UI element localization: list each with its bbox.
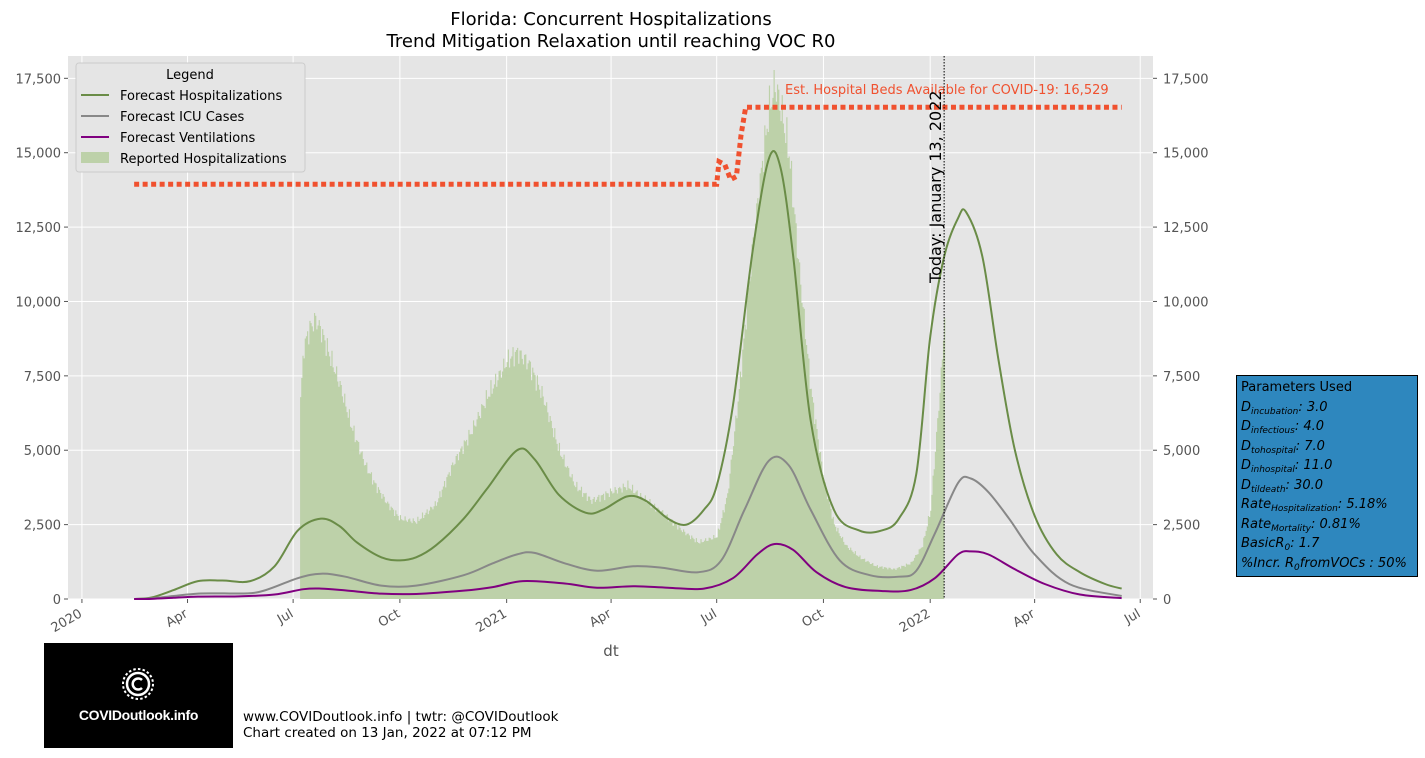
y-axis-left: 0 2,500 5,000 7,500 10,000 12,500 15,000 17,500 xyxy=(16,72,68,608)
parameter-subscript: tildeath xyxy=(1251,484,1286,495)
line-forecast-icu-cases xyxy=(134,455,1122,600)
forecast-lines xyxy=(134,150,1122,600)
legend-title: Legend xyxy=(166,68,214,83)
hospital-beds-threshold xyxy=(134,104,1122,187)
parameter-row-5: RateHospitalization: 5.18% xyxy=(1241,495,1413,515)
footer-links: www.COVIDoutlook.info | twtr: @COVIDoutl… xyxy=(243,709,559,725)
parameter-symbol: D xyxy=(1241,399,1252,415)
x-tick-label-2: Jul xyxy=(274,606,296,627)
y-tick-label-left-5: 12,500 xyxy=(16,221,62,236)
parameter-subscript: Hospitalization xyxy=(1271,504,1338,514)
x-axis-label: dt xyxy=(603,642,619,660)
parameter-value: : 5.18% xyxy=(1337,497,1388,512)
parameters-box: Parameters Used Dincubation: 3.0 Dinfecti… xyxy=(1236,375,1418,577)
parameter-symbol: D xyxy=(1241,458,1252,473)
y-tick-label-right-5: 12,500 xyxy=(1163,221,1209,236)
x-tick-label-8: 2022 xyxy=(897,606,933,636)
legend: Legend Forecast Hospitalizations Forecas… xyxy=(75,62,306,173)
x-axis: 2020 Apr Jul Oct 2021 Apr Jul Oct 2022 Apr Jul xyxy=(49,599,1143,636)
legend-entry-reported-hospitalizations: Reported Hospitalizations xyxy=(120,152,287,167)
today-label: Today: January 13, 2022 xyxy=(926,90,945,284)
x-tick-label-10: Jul xyxy=(1121,606,1143,627)
y-tick-label-right-4: 10,000 xyxy=(1163,295,1209,310)
parameter-symbol: Rate xyxy=(1241,497,1272,512)
parameter-symbol: D xyxy=(1241,477,1252,493)
x-tick-label-4: 2021 xyxy=(473,606,509,636)
parameter-subscript: tohospital xyxy=(1251,445,1296,456)
parameter-value: : 1.7 xyxy=(1290,536,1320,551)
parameter-value: : 0.81% xyxy=(1310,516,1361,532)
parameter-subscript: infectious xyxy=(1251,426,1295,436)
footer: www.COVIDoutlook.info | twtr: @COVIDoutl… xyxy=(243,709,558,741)
parameter-symbol: %Incr. R xyxy=(1241,555,1295,571)
parameter-symbol: D xyxy=(1241,419,1252,434)
chart-title: Florida: Concurrent Hospitalizations xyxy=(450,9,771,30)
threshold-line xyxy=(134,104,1122,187)
y-tick-label-right-6: 15,000 xyxy=(1163,147,1209,162)
legend-entry-forecast-hospitalizations: Forecast Hospitalizations xyxy=(120,89,282,104)
x-tick-label-5: Apr xyxy=(587,606,615,631)
parameter-subscript: Mortality xyxy=(1271,523,1311,534)
parameters-title: Parameters Used xyxy=(1241,380,1353,395)
threshold-label: Est. Hospital Beds Available for COVID-1… xyxy=(785,83,1109,98)
parameter-value: : 11.0 xyxy=(1294,458,1333,473)
parameters-list: Dincubation: 3.0 Dinfectious: 4.0 Dtohospi… xyxy=(1241,398,1413,574)
y-tick-label-left-2: 5,000 xyxy=(24,444,61,459)
legend-swatch-reported-hospitalizations xyxy=(81,152,109,163)
parameter-subscript: 0 xyxy=(1284,543,1291,553)
parameter-row-7: BasicR0: 1.7 xyxy=(1241,534,1413,554)
y-tick-label-right-2: 5,000 xyxy=(1163,444,1200,459)
parameter-row-6: RateMortality: 0.81% xyxy=(1241,515,1413,535)
parameter-subscript: inhospital xyxy=(1251,465,1295,475)
y-tick-label-left-7: 17,500 xyxy=(16,72,62,87)
line-forecast-ventilations xyxy=(134,542,1122,600)
parameter-value: : 3.0 xyxy=(1298,399,1328,415)
parameter-symbol: BasicR xyxy=(1241,536,1285,551)
x-tick-label-0: 2020 xyxy=(49,606,85,636)
parameter-value: : 7.0 xyxy=(1295,438,1325,454)
y-tick-label-right-3: 7,500 xyxy=(1163,370,1200,385)
reported-hospitalizations-area xyxy=(300,70,946,600)
parameter-row-0: Dincubation: 3.0 xyxy=(1241,398,1413,418)
y-tick-label-left-3: 7,500 xyxy=(24,370,61,385)
legend-entry-forecast-ventilations: Forecast Ventilations xyxy=(120,131,255,146)
legend-frame xyxy=(75,62,306,173)
today-marker: Today: January 13, 2022 xyxy=(926,56,945,599)
parameter-symbol: Rate xyxy=(1241,516,1272,532)
parameter-value: : 4.0 xyxy=(1294,419,1324,434)
parameter-row-3: Dinhospital: 11.0 xyxy=(1241,456,1413,476)
reported-hospitalizations-fill xyxy=(300,70,946,600)
parameter-value: : 30.0 xyxy=(1285,477,1324,493)
line-forecast-hospitalizations xyxy=(134,150,1122,600)
y-tick-label-left-4: 10,000 xyxy=(16,295,62,310)
y-tick-label-left-1: 2,500 xyxy=(24,519,61,534)
parameter-subscript: incubation xyxy=(1251,406,1299,417)
parameter-subscript: 0 xyxy=(1294,562,1300,573)
x-tick-label-9: Apr xyxy=(1011,606,1039,631)
chart-subtitle: Trend Mitigation Relaxation until reachi… xyxy=(386,31,836,52)
y-tick-label-left-0: 0 xyxy=(53,593,61,608)
y-tick-label-right-1: 2,500 xyxy=(1163,519,1200,534)
virus-logo-icon xyxy=(122,668,154,700)
y-tick-label-left-6: 15,000 xyxy=(16,147,62,162)
parameter-row-2: Dtohospital: 7.0 xyxy=(1241,437,1413,457)
y-tick-label-right-7: 17,500 xyxy=(1163,72,1209,87)
parameter-row-8: %Incr. R0fromVOCs : 50% xyxy=(1241,554,1413,574)
parameter-row-4: Dtildeath: 30.0 xyxy=(1241,476,1413,496)
parameter-row-1: Dinfectious: 4.0 xyxy=(1241,417,1413,437)
x-tick-label-3: Oct xyxy=(376,606,403,630)
parameter-value: fromVOCs : 50% xyxy=(1299,555,1407,571)
parameter-symbol: D xyxy=(1241,438,1252,454)
legend-entry-forecast-icu: Forecast ICU Cases xyxy=(120,110,245,125)
x-tick-label-1: Apr xyxy=(164,606,192,631)
logo-text: COVIDoutlook.info xyxy=(78,707,199,723)
footer-created: Chart created on 13 Jan, 2022 at 07:12 P… xyxy=(243,725,532,741)
x-tick-label-7: Oct xyxy=(799,606,826,630)
x-tick-label-6: Jul xyxy=(698,606,720,627)
y-tick-label-right-0: 0 xyxy=(1163,593,1171,608)
y-axis-right: 0 2,500 5,000 7,500 10,000 12,500 15,000 17,500 xyxy=(1153,72,1209,608)
covidoutlook-logo: COVIDoutlook.info xyxy=(44,643,233,748)
